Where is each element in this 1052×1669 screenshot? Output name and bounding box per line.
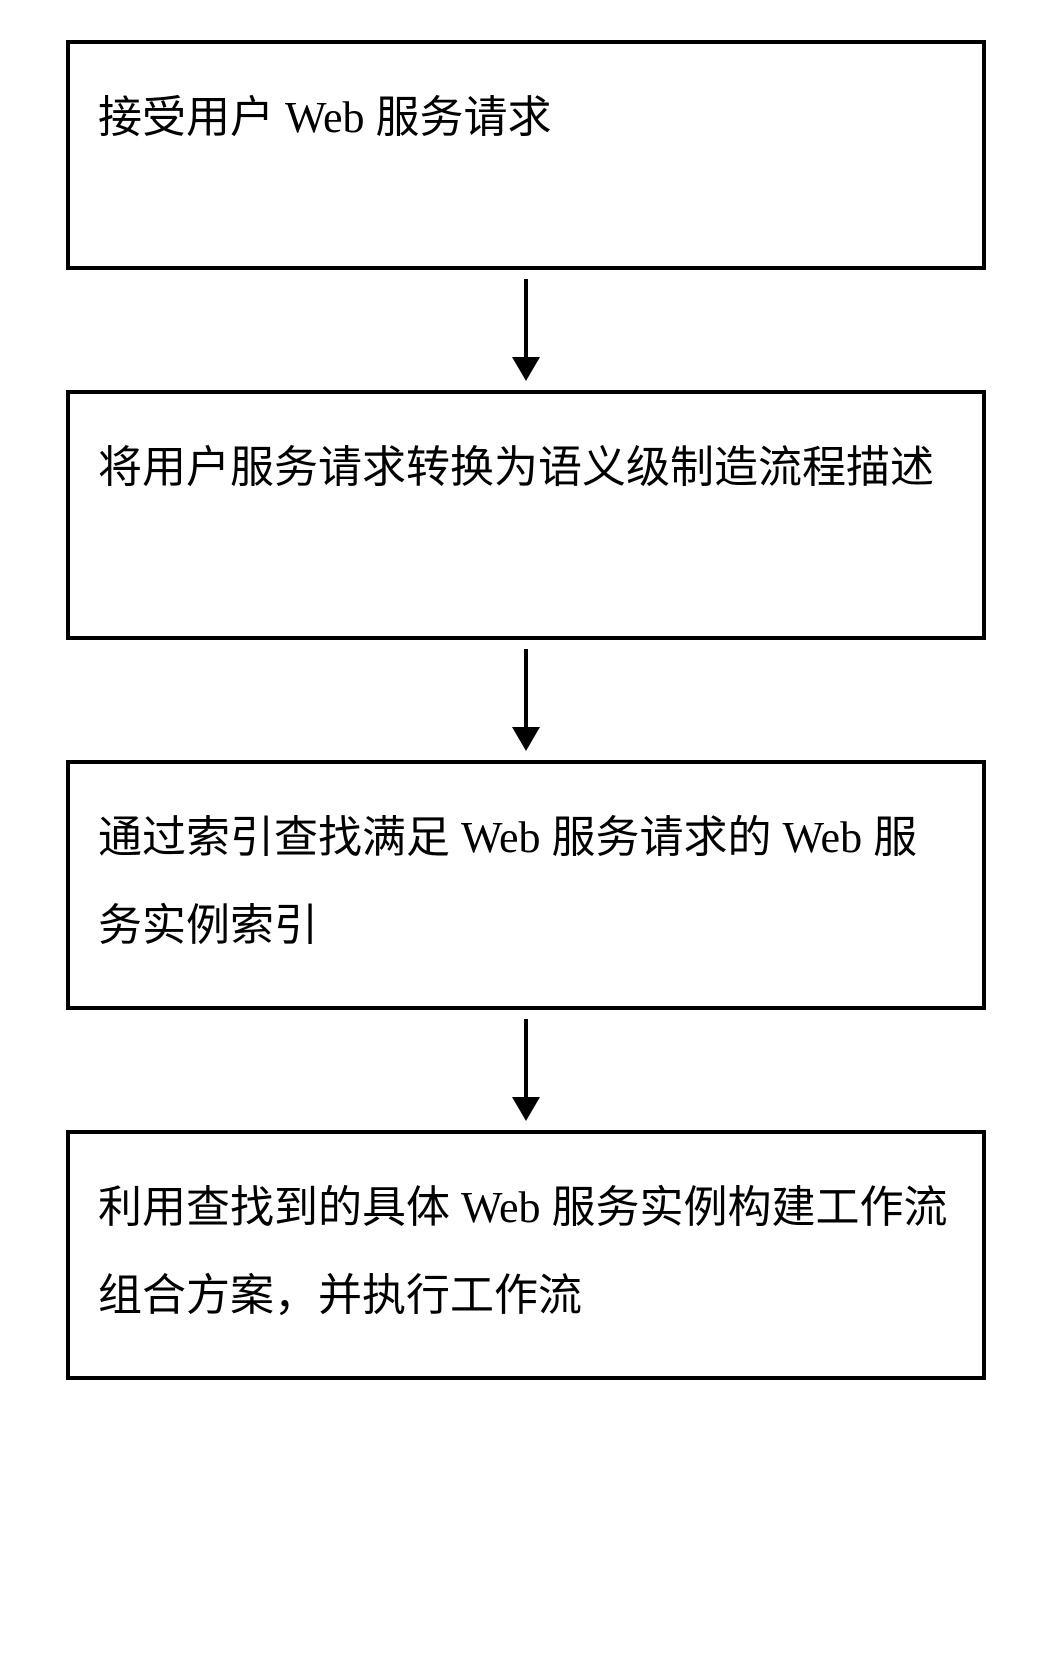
- arrow-1: [512, 270, 540, 390]
- arrow-head-icon: [512, 727, 540, 751]
- arrow-line-icon: [524, 649, 528, 729]
- flowchart-container: 接受用户 Web 服务请求 将用户服务请求转换为语义级制造流程描述 通过索引查找…: [66, 40, 986, 1380]
- flowchart-step-3: 通过索引查找满足 Web 服务请求的 Web 服务实例索引: [66, 760, 986, 1010]
- arrow-head-icon: [512, 357, 540, 381]
- arrow-2: [512, 640, 540, 760]
- step-4-text: 利用查找到的具体 Web 服务实例构建工作流组合方案，并执行工作流: [98, 1164, 954, 1340]
- arrow-3: [512, 1010, 540, 1130]
- step-3-text: 通过索引查找满足 Web 服务请求的 Web 服务实例索引: [98, 794, 954, 970]
- flowchart-step-4: 利用查找到的具体 Web 服务实例构建工作流组合方案，并执行工作流: [66, 1130, 986, 1380]
- flowchart-step-1: 接受用户 Web 服务请求: [66, 40, 986, 270]
- step-2-text: 将用户服务请求转换为语义级制造流程描述: [98, 424, 934, 512]
- arrow-line-icon: [524, 279, 528, 359]
- step-1-text: 接受用户 Web 服务请求: [98, 74, 552, 162]
- arrow-line-icon: [524, 1019, 528, 1099]
- flowchart-step-2: 将用户服务请求转换为语义级制造流程描述: [66, 390, 986, 640]
- arrow-head-icon: [512, 1097, 540, 1121]
